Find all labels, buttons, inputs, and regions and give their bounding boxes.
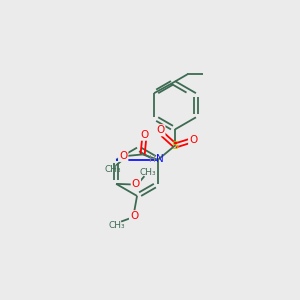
Text: S: S	[172, 141, 178, 151]
Text: O: O	[119, 151, 127, 161]
Text: CH₃: CH₃	[139, 168, 156, 177]
Text: N: N	[156, 154, 164, 164]
Text: H: H	[148, 154, 155, 164]
Text: O: O	[140, 130, 148, 140]
Text: CH₃: CH₃	[109, 221, 125, 230]
Text: O: O	[156, 125, 164, 135]
Text: O: O	[130, 211, 138, 221]
Text: O: O	[132, 179, 140, 189]
Text: CH₃: CH₃	[105, 165, 122, 174]
Text: O: O	[189, 135, 197, 145]
